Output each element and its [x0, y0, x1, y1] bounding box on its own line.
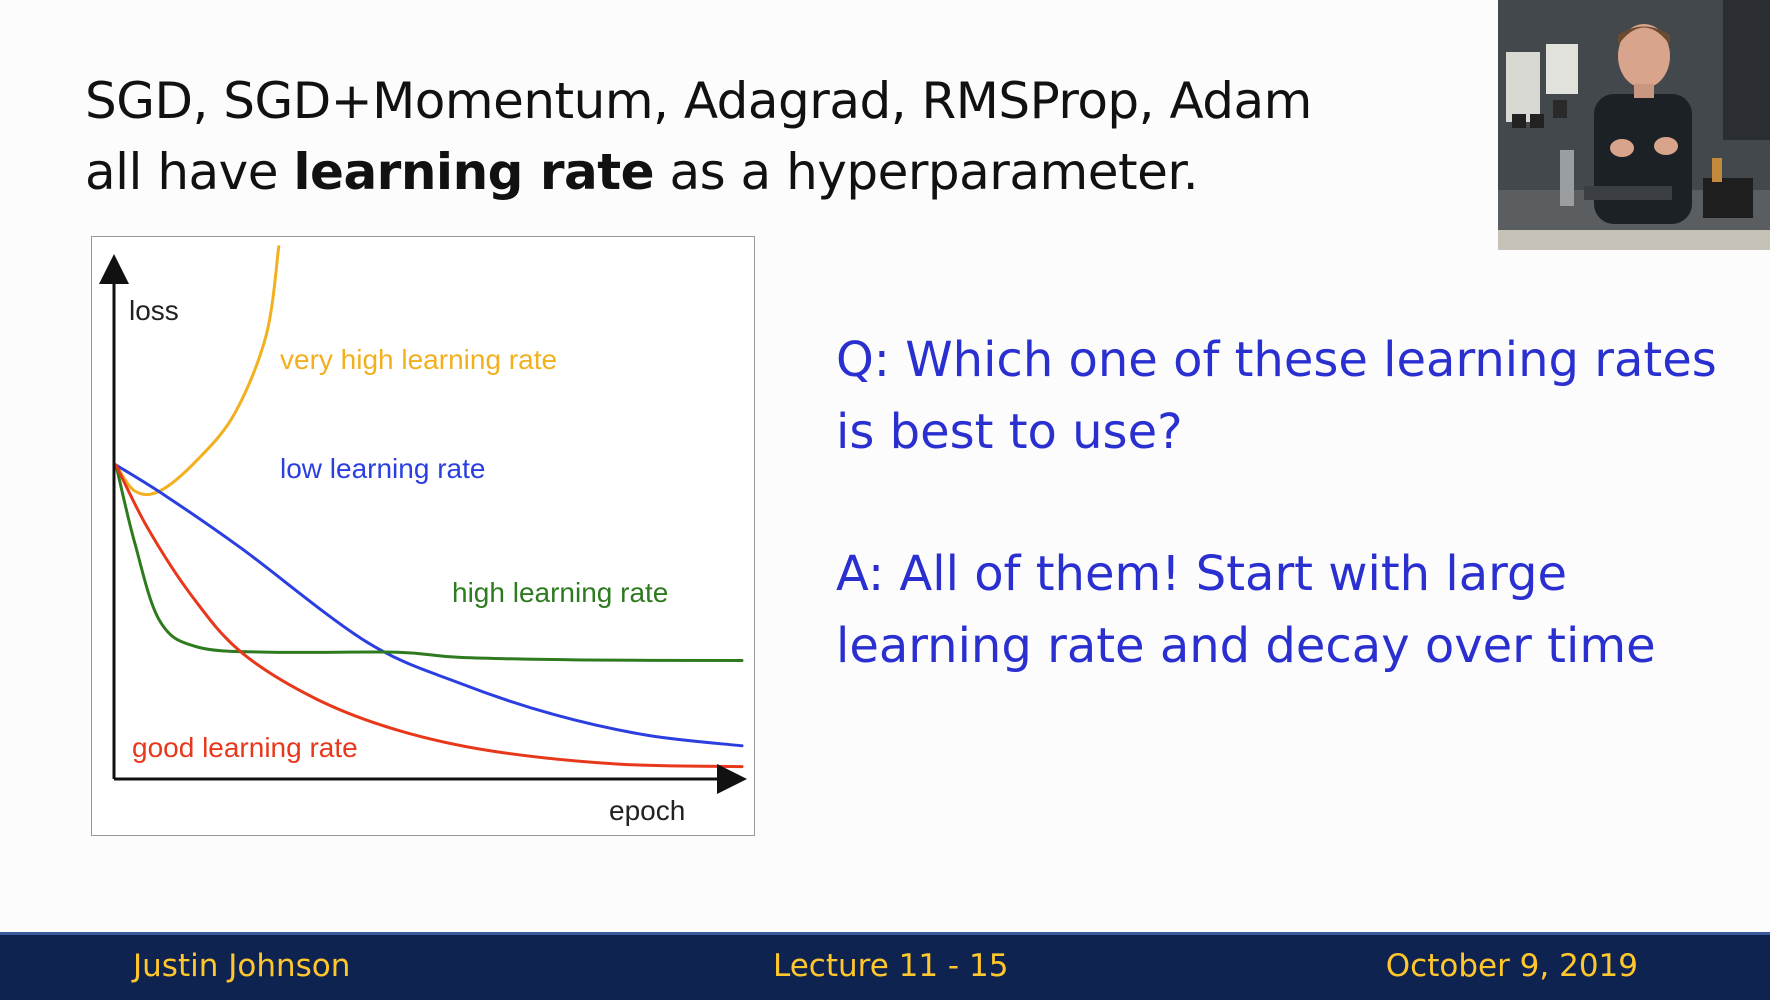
series-label-very-high: very high learning rate: [280, 344, 557, 375]
title-prefix: all have: [85, 143, 294, 201]
series-label-good: good learning rate: [132, 732, 358, 763]
slide-title-line1: SGD, SGD+Momentum, Adagrad, RMSProp, Ada…: [85, 72, 1312, 130]
y-axis-label: loss: [129, 295, 179, 326]
question-line2: is best to use?: [836, 404, 1183, 460]
series-line-good-learning-rate: [114, 463, 744, 769]
series-line-high-learning-rate: [114, 463, 744, 663]
slide-title-line2: all have learning rate as a hyperparamet…: [85, 143, 1199, 201]
question-line1: Q: Which one of these learning rates: [836, 332, 1717, 388]
webcam-video: [1498, 0, 1770, 250]
footer-author: Justin Johnson: [133, 948, 351, 984]
answer-line1: A: All of them! Start with large: [836, 546, 1567, 602]
footer-lecture: Lecture 11 - 15: [773, 948, 1009, 984]
series-label-low: low learning rate: [280, 453, 485, 484]
title-suffix: as a hyperparameter.: [654, 143, 1199, 201]
title-bold-term: learning rate: [293, 143, 655, 201]
learning-rate-chart: loss epoch very high learning rate low l…: [91, 236, 755, 836]
chart-plot: loss epoch very high learning rate low l…: [99, 245, 747, 826]
question-text: Q: Which one of these learning rates is …: [836, 324, 1736, 468]
answer-line2: learning rate and decay over time: [836, 618, 1656, 674]
series-label-high: high learning rate: [452, 577, 668, 608]
answer-text: A: All of them! Start with large learnin…: [836, 538, 1736, 682]
series-line-low-learning-rate: [114, 463, 744, 748]
footer-date: October 9, 2019: [1385, 948, 1638, 984]
webcam-scene: [1498, 0, 1770, 250]
series-line-very-high-learning-rate: [114, 245, 281, 497]
x-axis-label: epoch: [609, 795, 685, 826]
slide-footer: Justin Johnson Lecture 11 - 15 October 9…: [0, 932, 1770, 1000]
